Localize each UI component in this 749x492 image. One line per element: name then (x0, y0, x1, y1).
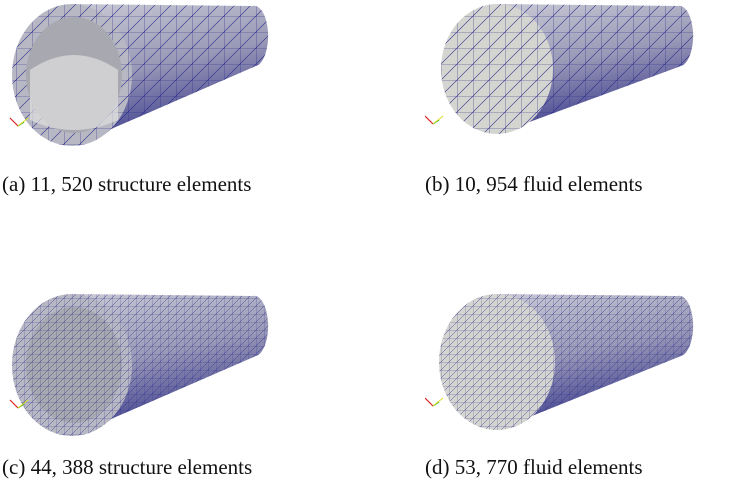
caption-text: 44, 388 structure elements (31, 455, 253, 479)
caption-text: 10, 954 fluid elements (455, 172, 643, 196)
caption: (d) 53, 770 fluid elements (425, 455, 643, 480)
fluid-mesh-fine (425, 290, 705, 435)
figure: (a) 11, 520 structure elements (b) 10, 9… (0, 0, 749, 492)
caption-label: (a) (2, 172, 25, 196)
fluid-mesh-coarse (425, 0, 705, 140)
caption: (c) 44, 388 structure elements (2, 455, 252, 480)
structure-mesh-coarse (0, 0, 280, 155)
caption: (b) 10, 954 fluid elements (425, 172, 643, 197)
caption-label: (b) (425, 172, 450, 196)
structure-mesh-fine (0, 290, 280, 445)
caption-text: 11, 520 structure elements (31, 172, 252, 196)
caption-text: 53, 770 fluid elements (455, 455, 643, 479)
caption: (a) 11, 520 structure elements (2, 172, 251, 197)
caption-label: (c) (2, 455, 25, 479)
caption-label: (d) (425, 455, 450, 479)
